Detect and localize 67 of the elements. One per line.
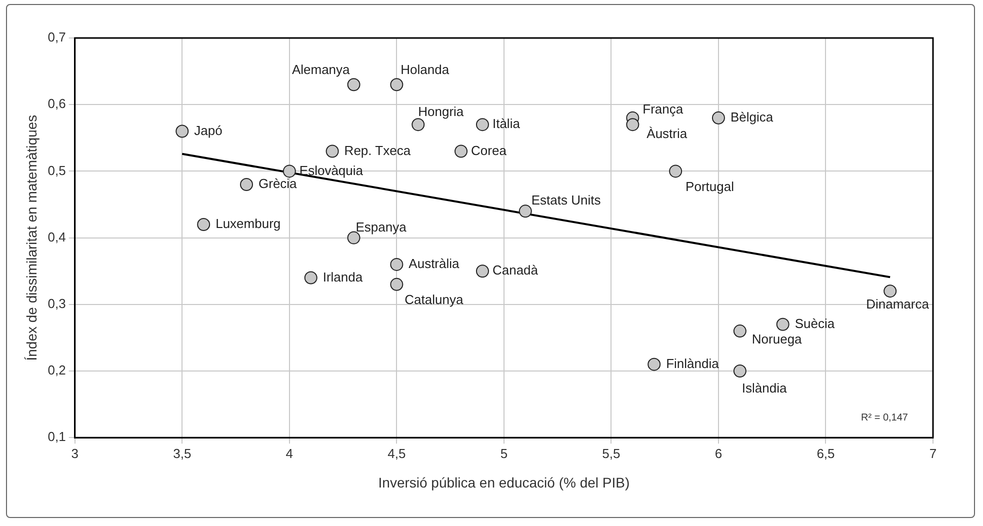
annotation: Japó — [194, 122, 222, 138]
x-tick-label: 3 — [71, 446, 78, 461]
point — [454, 144, 468, 158]
y-tick-label: 0,5 — [48, 162, 66, 178]
point — [476, 118, 489, 132]
x-tick-label: 4 — [286, 446, 294, 461]
annotation: Rep. Txeca — [344, 142, 412, 158]
y-tick-label: 0,2 — [48, 362, 66, 378]
annotation: Grècia — [258, 176, 298, 192]
x-tick-label: 3,5 — [173, 446, 192, 461]
x-tick-label: 4,5 — [388, 446, 406, 461]
point — [176, 124, 189, 138]
y-tick-label: 0,3 — [48, 296, 66, 311]
point — [733, 364, 746, 378]
y-tick-label: 0,1 — [48, 429, 66, 444]
y-tick-label: 0,4 — [48, 229, 66, 244]
point — [712, 111, 725, 124]
annotation: Estats Units — [531, 192, 602, 208]
annotation: Irlanda — [322, 269, 364, 284]
point — [884, 284, 897, 298]
point — [282, 164, 296, 178]
annotation: R² = 0,147 — [861, 412, 908, 424]
point — [390, 78, 404, 92]
point — [390, 278, 404, 291]
annotation: Canadà — [492, 262, 539, 278]
annotation: Holanda — [400, 62, 450, 78]
annotation: Eslovàquia — [299, 162, 364, 178]
annotation: Luxemburg — [216, 216, 281, 232]
point — [518, 204, 532, 218]
annotation: Noruega — [752, 332, 803, 347]
x-tick-label: 7 — [929, 446, 937, 461]
point — [347, 78, 360, 92]
annotation: Alemanya — [292, 62, 351, 78]
y-tick-label: 0,7 — [48, 30, 66, 45]
annotation: Catalunya — [404, 292, 464, 307]
point — [669, 164, 682, 178]
annotation: Dinamarca — [866, 296, 930, 312]
point — [197, 218, 210, 231]
annotation: Suècia — [794, 316, 836, 331]
point — [626, 118, 640, 132]
x-tick-label: 6,5 — [816, 446, 835, 461]
annotation: Espanya — [356, 219, 408, 234]
annotation: Finlàndia — [666, 356, 720, 371]
point — [326, 144, 339, 158]
annotation: Itàlia — [492, 116, 521, 132]
x-tick-label: 6 — [714, 446, 722, 461]
annotation: Austràlia — [408, 256, 460, 272]
annotation: Hongria — [418, 104, 464, 120]
point — [390, 258, 404, 271]
annotation: Islàndia — [742, 380, 788, 396]
point — [240, 178, 253, 192]
annotation: França — [642, 102, 684, 116]
y-axis-title: Índex de dissimilaritat en matemàtiques — [23, 114, 40, 361]
annotation: Corea — [471, 142, 508, 158]
point — [304, 271, 318, 284]
point — [476, 264, 489, 278]
point — [776, 318, 790, 331]
point — [412, 118, 425, 132]
annotation: Àustria — [646, 126, 688, 142]
x-tick-label: 5,5 — [602, 446, 620, 461]
y-tick-label: 0,6 — [48, 96, 66, 112]
point — [648, 358, 661, 371]
point — [733, 324, 746, 338]
x-tick-label: 5 — [500, 446, 508, 461]
annotation: Bèlgica — [730, 110, 774, 124]
x-axis-title: Inversió pública en educació (% del PIB) — [378, 474, 630, 490]
annotation: Portugal — [686, 178, 734, 194]
